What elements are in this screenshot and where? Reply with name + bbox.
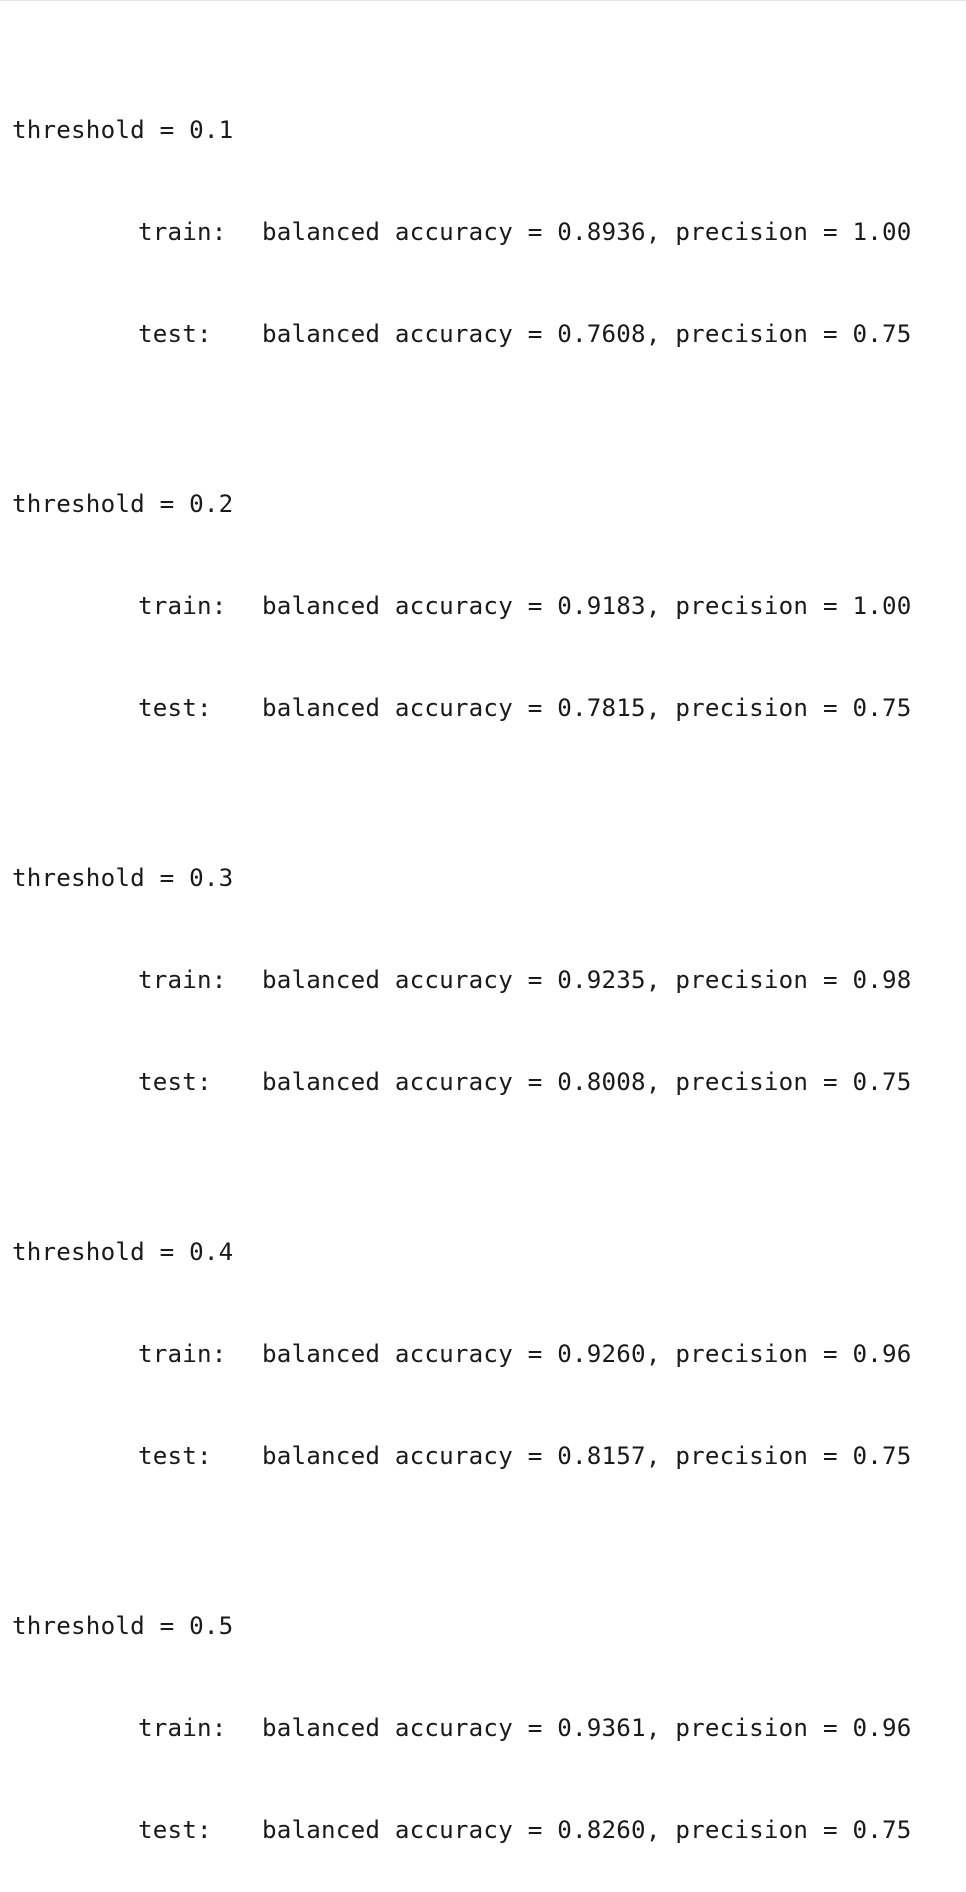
train-line: train: balanced accuracy = 0.9260, precis… <box>12 1337 962 1371</box>
threshold-line: threshold = 0.2 <box>12 490 234 518</box>
console-output: threshold = 0.1 train: balanced accuracy … <box>12 11 962 1892</box>
threshold-line: threshold = 0.4 <box>12 1238 234 1266</box>
top-border <box>0 0 966 1</box>
train-label: train: <box>138 1714 227 1742</box>
test-metrics: balanced accuracy = 0.8260, precision = … <box>262 1816 912 1844</box>
test-label: test: <box>138 694 212 722</box>
test-metrics: balanced accuracy = 0.8157, precision = … <box>262 1442 912 1470</box>
test-metrics: balanced accuracy = 0.8008, precision = … <box>262 1068 912 1096</box>
test-line: test: balanced accuracy = 0.8157, precisi… <box>12 1439 962 1473</box>
threshold-line: threshold = 0.1 <box>12 116 234 144</box>
train-label: train: <box>138 592 227 620</box>
threshold-line: threshold = 0.5 <box>12 1612 234 1640</box>
train-label: train: <box>138 966 227 994</box>
test-line: test: balanced accuracy = 0.7608, precisi… <box>12 317 962 351</box>
train-label: train: <box>138 1340 227 1368</box>
train-metrics: balanced accuracy = 0.9260, precision = … <box>262 1340 912 1368</box>
train-metrics: balanced accuracy = 0.8936, precision = … <box>262 218 912 246</box>
train-label: train: <box>138 218 227 246</box>
train-metrics: balanced accuracy = 0.9183, precision = … <box>262 592 912 620</box>
test-label: test: <box>138 1068 212 1096</box>
train-metrics: balanced accuracy = 0.9235, precision = … <box>262 966 912 994</box>
test-label: test: <box>138 320 212 348</box>
test-label: test: <box>138 1442 212 1470</box>
train-line: train: balanced accuracy = 0.9235, precis… <box>12 963 962 997</box>
train-line: train: balanced accuracy = 0.9183, precis… <box>12 589 962 623</box>
threshold-line: threshold = 0.3 <box>12 864 234 892</box>
train-metrics: balanced accuracy = 0.9361, precision = … <box>262 1714 912 1742</box>
test-line: test: balanced accuracy = 0.8008, precisi… <box>12 1065 962 1099</box>
train-line: train: balanced accuracy = 0.8936, precis… <box>12 215 962 249</box>
test-line: test: balanced accuracy = 0.8260, precisi… <box>12 1813 962 1847</box>
test-line: test: balanced accuracy = 0.7815, precisi… <box>12 691 962 725</box>
test-metrics: balanced accuracy = 0.7815, precision = … <box>262 694 912 722</box>
test-metrics: balanced accuracy = 0.7608, precision = … <box>262 320 912 348</box>
test-label: test: <box>138 1816 212 1844</box>
train-line: train: balanced accuracy = 0.9361, precis… <box>12 1711 962 1745</box>
